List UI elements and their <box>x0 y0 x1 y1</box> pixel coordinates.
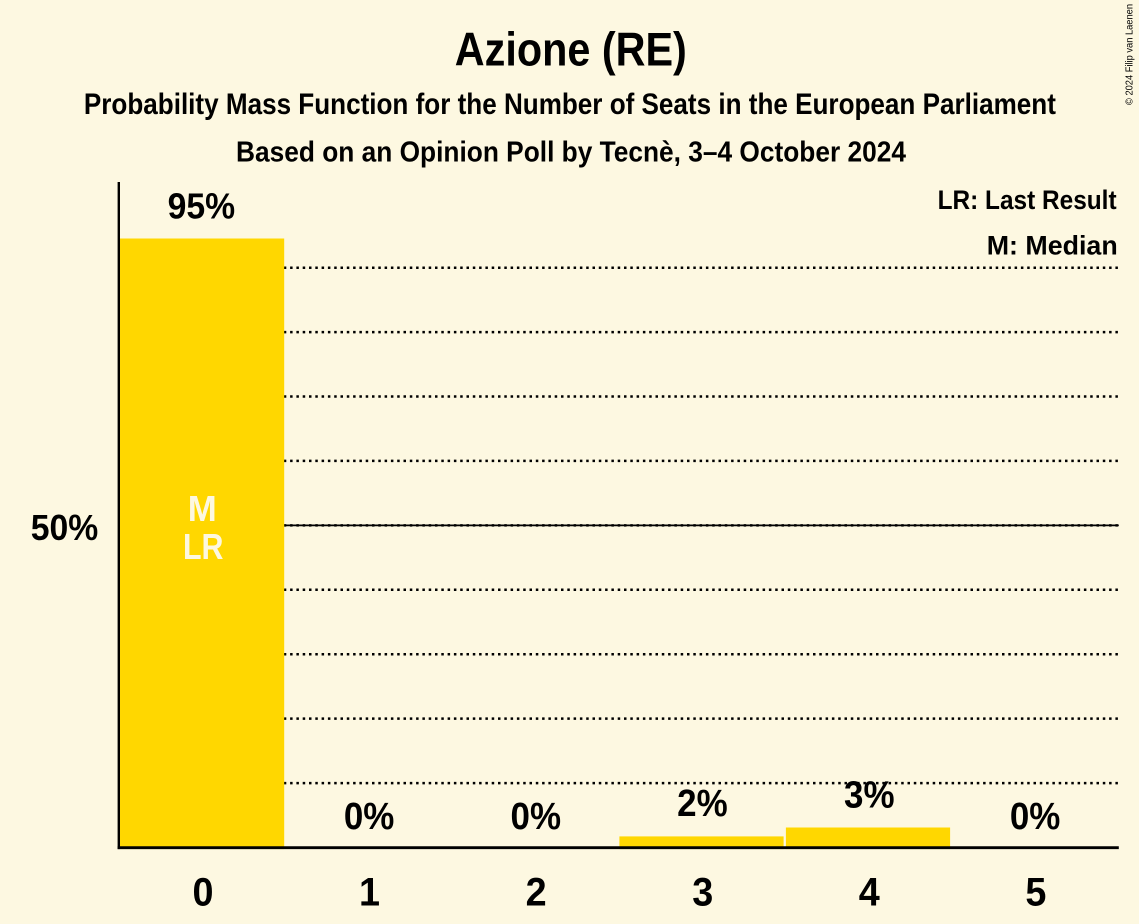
svg-text:5: 5 <box>1025 870 1046 914</box>
svg-text:0: 0 <box>193 870 214 914</box>
svg-text:0%: 0% <box>511 796 562 838</box>
svg-text:M: M <box>188 488 217 529</box>
svg-text:3: 3 <box>692 870 713 914</box>
svg-text:2: 2 <box>526 870 547 914</box>
svg-text:0%: 0% <box>344 796 395 838</box>
svg-text:4: 4 <box>859 870 880 914</box>
svg-text:2%: 2% <box>677 783 728 825</box>
svg-text:Probability Mass Function for: Probability Mass Function for the Number… <box>84 88 1056 121</box>
svg-text:M: Median: M: Median <box>987 231 1118 261</box>
svg-text:3%: 3% <box>844 775 895 817</box>
svg-text:1: 1 <box>359 870 380 914</box>
svg-text:LR: LR <box>183 526 224 567</box>
svg-text:0%: 0% <box>1010 796 1061 838</box>
svg-text:Azione (RE): Azione (RE) <box>455 23 687 76</box>
svg-text:95%: 95% <box>168 185 236 226</box>
svg-text:LR: Last Result: LR: Last Result <box>938 185 1117 215</box>
svg-text:© 2024 Filip van Laenen: © 2024 Filip van Laenen <box>1124 4 1136 105</box>
svg-text:Based on an Opinion Poll by Te: Based on an Opinion Poll by Tecnè, 3–4 O… <box>236 137 906 169</box>
svg-text:50%: 50% <box>31 507 99 548</box>
